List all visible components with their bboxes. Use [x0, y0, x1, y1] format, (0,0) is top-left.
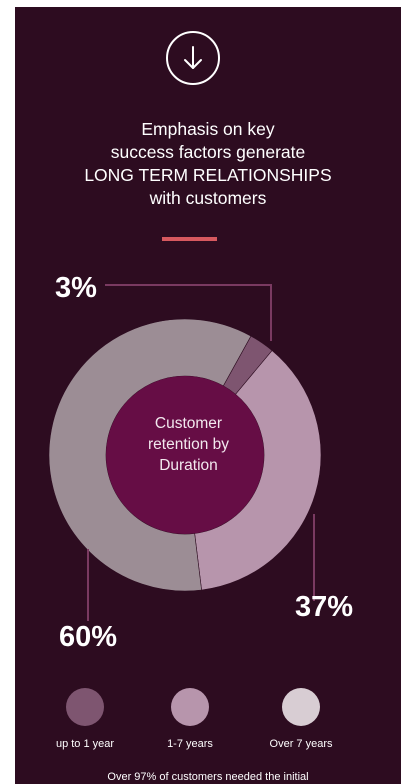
arrow-down-circle-icon	[166, 31, 220, 85]
legend-label-up-to-1-year: up to 1 year	[55, 738, 115, 750]
donut-center-label: Customer retention by Duration	[135, 413, 242, 476]
legend-swatch-over-7-years	[282, 688, 320, 726]
center-label-line-3: Duration	[159, 457, 218, 474]
headline-line-3: LONG TERM RELATIONSHIPS	[84, 165, 332, 185]
headline-line-2: success factors generate	[110, 142, 306, 162]
infographic-panel: Emphasis on key success factors generate…	[15, 7, 401, 784]
legend-item-over-7-years: Over 7 years	[246, 688, 356, 751]
center-label-line-1: Customer	[154, 415, 223, 432]
accent-divider	[162, 237, 217, 241]
legend-item-1-7-years: 1-7 years	[135, 688, 245, 751]
legend-label-1-7-years: 1-7 years	[167, 738, 213, 750]
headline-line-4: with customers	[149, 188, 267, 208]
legend-swatch-1-7-years	[171, 688, 209, 726]
donut-center	[106, 376, 264, 534]
legend-label-over-7-years: Over 7 years	[269, 738, 333, 750]
footnote: Over 97% of customers needed the initial	[107, 771, 309, 783]
value-label-1-7-years: 37%	[295, 591, 354, 623]
value-label-over-7-years: 60%	[59, 621, 118, 653]
legend-swatch-up-to-1-year	[66, 688, 104, 726]
leader-line-up-to-1-year	[105, 284, 272, 341]
value-label-up-to-1-year: 3%	[55, 272, 97, 304]
legend-item-up-to-1-year: up to 1 year	[30, 688, 140, 751]
donut-chart	[48, 284, 322, 621]
center-label-line-2: retention by	[148, 436, 229, 453]
headline: Emphasis on key success factors generate…	[35, 118, 381, 210]
headline-line-1: Emphasis on key	[141, 119, 275, 139]
